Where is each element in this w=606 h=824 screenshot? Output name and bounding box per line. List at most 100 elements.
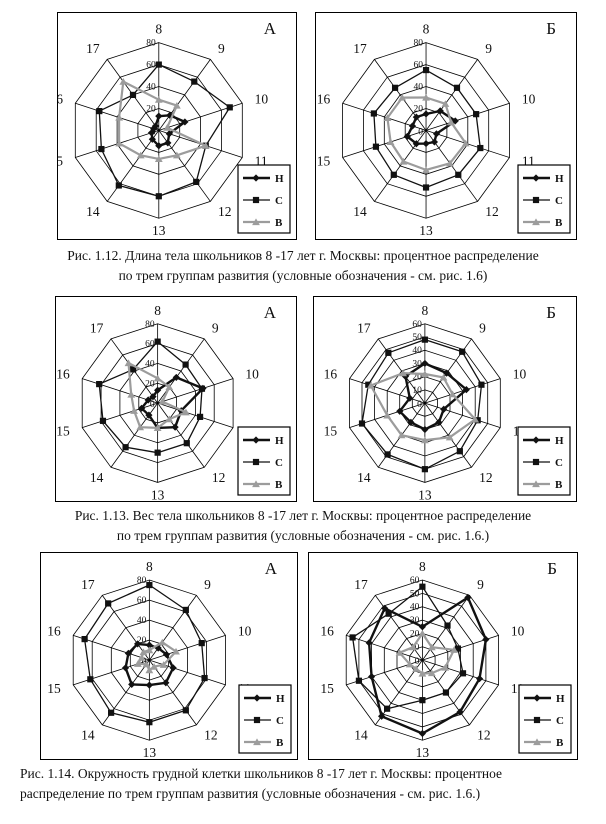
series-s-marker [478,381,485,388]
tick-label: 80 [146,39,156,49]
series-n-marker [124,649,133,657]
series-s-marker [419,583,426,590]
series-n-marker [475,675,484,683]
series-v-marker [153,424,162,431]
tick-label: 50 [412,333,422,343]
series-s-marker [201,674,208,682]
axis-label: 8 [155,22,162,37]
axis-label: 16 [320,623,334,638]
caption-1-14: Рис. 1.14. Окружность грудной клетки шко… [20,764,590,803]
legend-label-s: С [275,457,283,469]
series-s-marker [81,635,88,643]
caption-1-13: Рис. 1.13. Вес тела школьников 8 -17 лет… [30,506,576,545]
series-s-marker [87,676,94,683]
series-n-marker [164,139,172,147]
series-v-marker [124,359,133,367]
series-v-marker [461,139,470,147]
series-n-marker [378,712,386,720]
axis-label: 8 [422,303,429,318]
legend-label-s: С [555,195,563,207]
series-v-marker [165,383,174,391]
legend-label-n: Н [275,173,284,185]
radar-spoke [149,634,226,661]
panel-letter: Б [546,303,556,322]
series-s-marker [105,600,112,607]
series-v-marker [139,648,148,656]
axis-label: 10 [255,91,269,106]
series-v-marker [145,646,154,654]
axis-label: 17 [353,41,367,56]
radar-grid-ring [345,579,500,741]
legend-n-marker [532,436,540,444]
series-v-marker [136,151,145,159]
series-v-marker [383,114,392,121]
axis-label: 12 [204,727,218,742]
tick-label: 20 [146,105,156,115]
series-v-marker [154,96,163,103]
series-s-marker [191,78,198,85]
legend-s-marker [533,716,541,724]
axis-label: 9 [204,577,211,592]
figure-1-14-panel-b-frame: 8910111213141516176050403020100НСВ Б [308,552,578,760]
series-s-marker [385,610,392,617]
series-n-marker [169,664,177,672]
radar-spoke [149,659,197,726]
tick-label: 20 [410,629,420,639]
series-v-marker [182,408,190,416]
tick-label: 20 [137,636,147,646]
series-n-marker [155,142,163,150]
radar-spoke [82,378,158,404]
tick-label: 40 [137,616,147,626]
series-s-marker [96,107,103,115]
legend-label-n: Н [556,693,565,705]
axis-label: 10 [522,91,536,106]
axis-label: 16 [58,91,63,106]
legend-label-v: В [275,217,283,229]
axis-label: 16 [56,367,70,382]
axis-label: 13 [151,487,165,502]
legend-s-marker [532,196,540,204]
series-s-marker [383,705,391,712]
tick-label: 80 [145,320,155,330]
tick-label: 50 [410,589,420,599]
radar-spoke [82,402,158,428]
axis-label: 17 [357,320,371,335]
legend-label-n: Н [275,435,284,447]
series-n-marker [121,664,130,672]
series-s-marker [99,417,107,424]
series-s-marker [459,670,467,677]
series-n-marker [181,118,189,126]
axis-label: 17 [81,577,95,592]
axis-label: 10 [245,367,259,382]
axis-label: 9 [479,320,486,335]
axis-label: 12 [479,470,493,485]
legend-v-marker [532,480,540,488]
legend-label-s: С [276,715,284,727]
caption-1-12: Рис. 1.12. Длина тела школьников 8 -17 л… [30,246,576,285]
figure-1-13-panel-b-frame: 8910111213141516176050403020100НСВ Б [313,296,577,502]
series-n-marker [435,418,443,426]
series-s-marker [456,448,463,455]
series-v-marker [439,373,448,381]
series-n-marker [430,138,439,146]
series-s-marker [182,606,189,614]
caption-1-14-line1: Рис. 1.14. Окружность грудной клетки шко… [20,766,503,781]
series-v-marker [409,643,417,651]
series-s-marker [122,444,129,451]
series-s-marker [349,634,356,641]
radar-spoke [424,338,472,404]
tick-label: 80 [414,39,424,49]
series-s-marker [146,719,153,726]
legend-v-marker [532,218,540,226]
series-s-marker [198,640,205,647]
series-s-marker [454,645,462,652]
axis-label: 16 [317,91,331,106]
series-v-marker [145,666,154,674]
legend-label-v: В [276,737,284,749]
series-s-marker [453,84,461,91]
series-v-marker [201,142,210,149]
series-v-marker [383,411,392,419]
caption-1-13-line1: Рис. 1.13. Вес тела школьников 8 -17 лет… [74,508,532,523]
